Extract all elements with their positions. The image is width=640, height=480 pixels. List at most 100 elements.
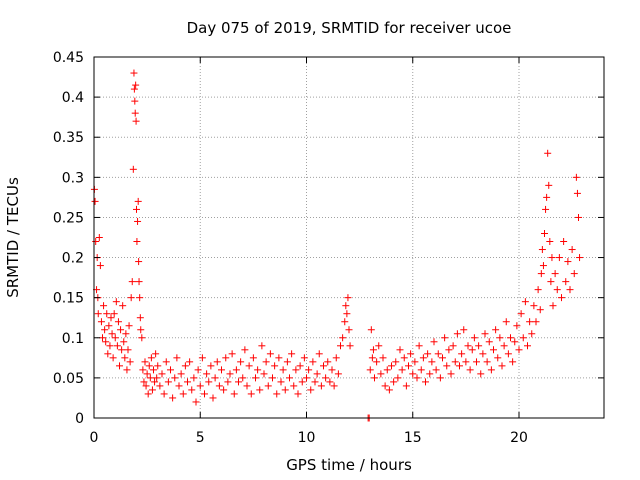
data-point — [337, 342, 344, 350]
data-point — [181, 362, 189, 370]
data-point — [430, 338, 438, 346]
data-point — [122, 330, 130, 338]
data-point — [226, 370, 234, 378]
data-point — [135, 258, 143, 266]
data-point — [218, 366, 225, 374]
data-point — [279, 366, 287, 374]
data-point — [152, 350, 160, 358]
data-point — [95, 234, 103, 241]
data-point — [300, 354, 308, 362]
data-point — [118, 346, 126, 354]
data-point — [179, 390, 187, 398]
data-point — [96, 262, 104, 270]
data-point — [396, 346, 404, 354]
data-point — [479, 350, 487, 358]
data-point — [475, 342, 483, 350]
data-point — [277, 378, 285, 386]
data-point — [275, 354, 283, 362]
axis-ticks: 0 0.05 0.1 0.15 0.2 0.25 0.3 0.35 0.4 0.45 0 5 10 15 2… — [53, 50, 604, 446]
data-point — [158, 370, 166, 378]
data-point — [164, 378, 172, 386]
data-point — [332, 354, 340, 362]
data-point — [490, 346, 497, 354]
data-point — [409, 370, 417, 378]
data-point — [573, 189, 581, 197]
data-point — [224, 378, 232, 386]
data-point — [568, 246, 576, 254]
data-point — [203, 370, 211, 378]
data-point — [473, 358, 480, 366]
data-point — [481, 330, 489, 338]
data-point — [368, 354, 376, 362]
data-point — [517, 310, 525, 318]
x-tick-label: 10 — [298, 430, 316, 446]
data-point — [496, 334, 504, 342]
data-point — [307, 386, 315, 394]
data-point — [507, 334, 514, 342]
data-point — [394, 374, 402, 382]
data-point — [150, 366, 157, 374]
data-point — [407, 350, 415, 358]
data-point — [239, 374, 247, 382]
data-point — [209, 394, 217, 402]
data-point — [553, 286, 561, 294]
data-point — [147, 354, 155, 362]
data-point — [519, 334, 527, 342]
data-point — [502, 318, 510, 326]
data-point — [544, 149, 552, 157]
data-point — [286, 374, 293, 382]
data-point — [379, 354, 387, 362]
data-point — [570, 270, 578, 278]
data-point — [326, 378, 334, 386]
data-point — [186, 358, 194, 366]
data-point — [100, 302, 108, 310]
x-axis-label: GPS time / hours — [286, 456, 412, 474]
data-point — [576, 254, 584, 262]
data-point — [419, 354, 427, 362]
data-point — [109, 354, 117, 362]
data-point — [271, 362, 279, 370]
data-point — [133, 238, 141, 246]
data-point — [392, 358, 400, 366]
data-point — [313, 370, 321, 378]
data-point — [315, 350, 323, 358]
data-point — [232, 366, 240, 374]
data-point — [247, 390, 255, 398]
data-point — [373, 358, 381, 366]
data-point — [177, 370, 185, 378]
data-point — [131, 109, 139, 117]
data-point — [511, 338, 519, 346]
data-point — [555, 254, 563, 262]
data-point — [94, 310, 102, 318]
data-point — [114, 318, 122, 326]
data-point — [144, 390, 152, 398]
data-point — [102, 338, 110, 346]
data-point — [169, 394, 177, 402]
data-point — [530, 302, 538, 310]
data-point — [441, 334, 449, 342]
data-point — [103, 310, 111, 318]
data-point — [156, 382, 164, 390]
data-point — [543, 193, 551, 201]
data-point — [466, 366, 474, 374]
data-point — [483, 358, 491, 366]
data-point — [211, 374, 219, 382]
data-point — [564, 258, 572, 266]
data-point — [237, 358, 245, 366]
data-point — [367, 326, 375, 334]
data-point — [322, 374, 330, 382]
data-point — [521, 298, 529, 306]
data-point — [198, 354, 206, 362]
data-point — [328, 366, 336, 374]
data-point — [400, 354, 408, 362]
data-point — [105, 322, 113, 330]
data-point — [426, 370, 434, 378]
data-point — [136, 294, 144, 302]
data-point — [160, 390, 168, 398]
data-point — [548, 254, 556, 262]
data-point — [145, 362, 153, 370]
data-point — [194, 366, 202, 374]
data-point — [154, 362, 162, 370]
data-point — [536, 306, 544, 314]
data-point — [207, 362, 215, 370]
